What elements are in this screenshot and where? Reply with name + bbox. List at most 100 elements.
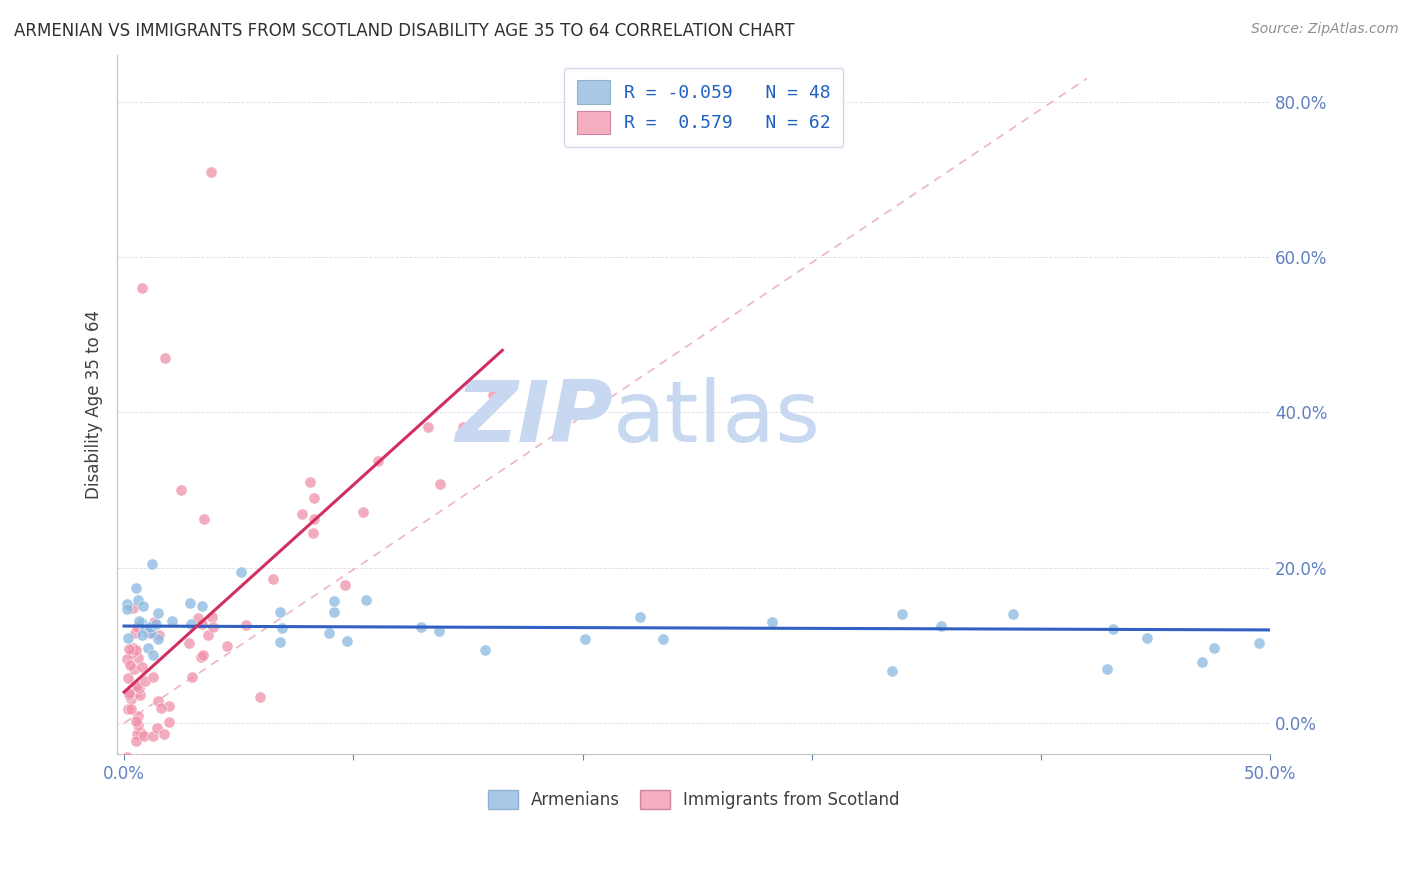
Point bbox=[1136, 632, 1159, 646]
Point bbox=[117, 671, 139, 685]
Point bbox=[115, 602, 138, 616]
Point bbox=[134, 674, 156, 689]
Point bbox=[302, 491, 325, 505]
Point bbox=[170, 483, 193, 497]
Point bbox=[201, 609, 224, 624]
Point bbox=[134, 729, 156, 743]
Point bbox=[125, 620, 148, 634]
Point bbox=[409, 620, 432, 634]
Point bbox=[451, 420, 474, 434]
Point bbox=[322, 606, 344, 620]
Point bbox=[416, 419, 439, 434]
Point bbox=[291, 507, 314, 521]
Point bbox=[132, 599, 155, 614]
Point bbox=[121, 641, 143, 656]
Point bbox=[124, 625, 146, 640]
Point bbox=[190, 650, 212, 665]
Point bbox=[179, 595, 201, 609]
Point bbox=[482, 388, 505, 402]
Point bbox=[1002, 607, 1025, 622]
Point bbox=[118, 688, 141, 702]
Point bbox=[120, 692, 142, 706]
Point bbox=[1202, 640, 1225, 655]
Point bbox=[118, 685, 141, 699]
Point bbox=[127, 651, 149, 665]
Point bbox=[146, 694, 169, 708]
Point bbox=[929, 618, 952, 632]
Point bbox=[146, 606, 169, 620]
Point bbox=[1095, 662, 1118, 676]
Text: ARMENIAN VS IMMIGRANTS FROM SCOTLAND DISABILITY AGE 35 TO 64 CORRELATION CHART: ARMENIAN VS IMMIGRANTS FROM SCOTLAND DIS… bbox=[14, 22, 794, 40]
Point bbox=[352, 505, 374, 519]
Point bbox=[148, 628, 170, 642]
Point bbox=[249, 690, 271, 705]
Point bbox=[122, 601, 145, 615]
Point bbox=[127, 708, 149, 723]
Point bbox=[131, 660, 153, 674]
Point bbox=[159, 715, 181, 730]
Point bbox=[269, 635, 291, 649]
Point bbox=[125, 685, 148, 699]
Point bbox=[117, 702, 139, 716]
Point bbox=[180, 617, 202, 632]
Point bbox=[318, 626, 340, 640]
Point bbox=[155, 351, 177, 365]
Point bbox=[200, 164, 222, 178]
Point bbox=[574, 632, 596, 646]
Point bbox=[131, 281, 153, 295]
Point bbox=[367, 454, 389, 468]
Point bbox=[191, 599, 214, 613]
Y-axis label: Disability Age 35 to 64: Disability Age 35 to 64 bbox=[86, 310, 103, 500]
Point bbox=[128, 688, 150, 702]
Legend: Armenians, Immigrants from Scotland: Armenians, Immigrants from Scotland bbox=[481, 783, 907, 816]
Point bbox=[142, 729, 165, 743]
Point bbox=[1191, 655, 1213, 669]
Point bbox=[121, 646, 143, 660]
Point bbox=[120, 702, 142, 716]
Point bbox=[217, 639, 239, 653]
Point bbox=[162, 614, 184, 628]
Point bbox=[197, 628, 219, 642]
Point bbox=[427, 624, 450, 638]
Point bbox=[269, 605, 291, 619]
Point bbox=[187, 611, 209, 625]
Point bbox=[652, 632, 675, 646]
Point bbox=[1102, 622, 1125, 636]
Point bbox=[141, 557, 163, 571]
Point bbox=[262, 572, 284, 586]
Point bbox=[117, 631, 139, 645]
Point bbox=[880, 665, 903, 679]
Point bbox=[302, 512, 325, 526]
Point bbox=[157, 699, 180, 714]
Point bbox=[474, 643, 496, 657]
Point bbox=[125, 727, 148, 741]
Point bbox=[429, 477, 451, 491]
Point bbox=[131, 615, 153, 630]
Point bbox=[124, 734, 146, 748]
Point bbox=[125, 582, 148, 596]
Point bbox=[128, 718, 150, 732]
Point bbox=[181, 669, 204, 683]
Point bbox=[891, 607, 914, 621]
Text: Source: ZipAtlas.com: Source: ZipAtlas.com bbox=[1251, 22, 1399, 37]
Point bbox=[142, 648, 165, 663]
Point bbox=[125, 643, 148, 657]
Point bbox=[193, 511, 215, 525]
Point bbox=[134, 621, 156, 635]
Point bbox=[270, 621, 292, 635]
Point bbox=[142, 670, 165, 684]
Point bbox=[139, 620, 162, 634]
Point bbox=[129, 726, 152, 740]
Point bbox=[115, 750, 138, 764]
Text: ZIP: ZIP bbox=[456, 377, 613, 460]
Point bbox=[235, 618, 257, 632]
Point bbox=[127, 752, 149, 766]
Point bbox=[122, 662, 145, 676]
Point bbox=[138, 625, 160, 640]
Point bbox=[139, 625, 162, 640]
Point bbox=[149, 700, 172, 714]
Point bbox=[336, 634, 359, 648]
Point bbox=[118, 642, 141, 657]
Point bbox=[125, 679, 148, 693]
Point bbox=[117, 597, 139, 611]
